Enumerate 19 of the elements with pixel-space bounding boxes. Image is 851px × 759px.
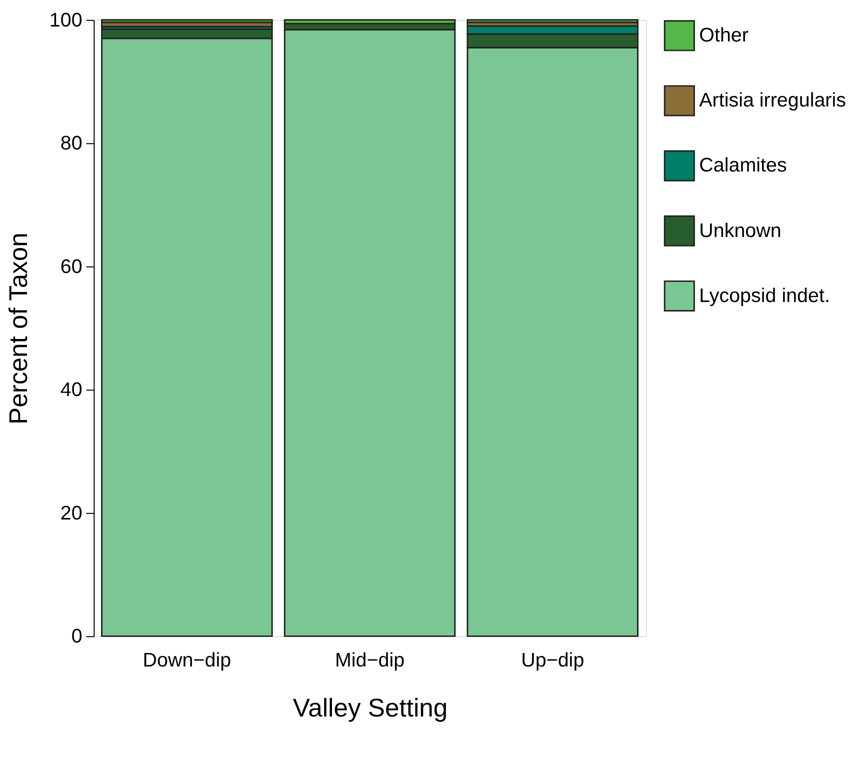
legend-label: Other xyxy=(699,24,749,47)
y-tick-label: 80 xyxy=(60,132,82,155)
x-tick-label: Up−dip xyxy=(521,649,584,672)
legend-label: Lycopsid indet. xyxy=(699,284,830,307)
y-tick-label: 40 xyxy=(60,379,82,402)
y-tick-label: 20 xyxy=(60,502,82,524)
bar xyxy=(284,28,456,637)
bar xyxy=(466,19,639,24)
x-axis-title: Valley Setting xyxy=(292,694,448,723)
y-tick-label: 100 xyxy=(49,9,82,32)
x-tick-label: Down−dip xyxy=(142,649,232,672)
y-tick-label: 60 xyxy=(60,256,82,278)
legend-label: Calamites xyxy=(699,154,787,177)
y-axis-title: Percent of Taxon xyxy=(4,232,33,424)
legend-label: Artisia irregularis xyxy=(699,90,846,112)
y-tick-label: 0 xyxy=(71,626,82,648)
bar xyxy=(101,19,273,24)
legend-label: Unknown xyxy=(699,220,782,242)
x-tick-label: Mid−dip xyxy=(334,649,405,672)
